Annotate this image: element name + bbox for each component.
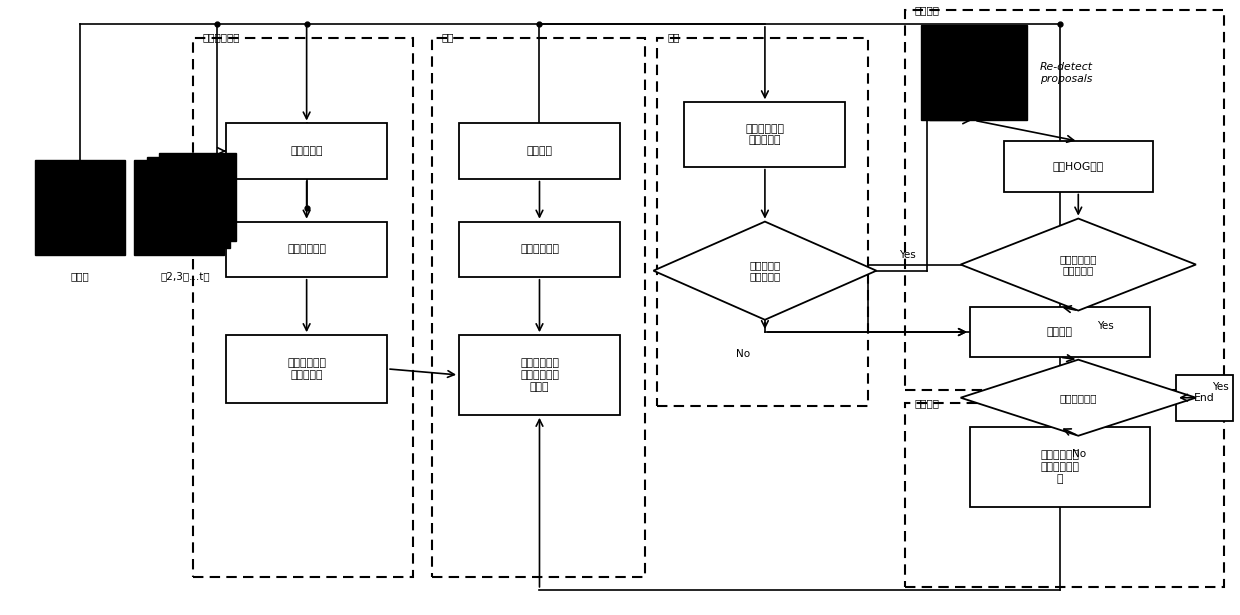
Text: No: No	[735, 349, 750, 359]
Polygon shape	[653, 221, 877, 320]
Polygon shape	[961, 360, 1195, 436]
Bar	[226, 124, 387, 178]
Text: 重新检测: 重新检测	[915, 5, 940, 15]
Text: 训练得到目标
和尺度模板: 训练得到目标 和尺度模板	[288, 358, 326, 379]
Text: 提取HOG特征: 提取HOG特征	[1053, 161, 1104, 172]
Text: 检测: 检测	[667, 33, 680, 42]
Text: 计算响应值，
定位当前帧目
标位置: 计算响应值， 定位当前帧目 标位置	[520, 359, 559, 392]
Text: 初始帧: 初始帧	[71, 271, 89, 280]
Bar	[459, 124, 620, 178]
Text: 第2,3，...t帧: 第2,3，...t帧	[160, 271, 210, 280]
Text: 提取深度特征: 提取深度特征	[520, 244, 559, 254]
Bar	[970, 307, 1149, 357]
Bar	[905, 403, 1224, 587]
Bar	[1176, 375, 1233, 421]
Text: 尺度估计: 尺度估计	[1047, 327, 1073, 337]
Bar	[657, 38, 868, 406]
Bar	[192, 38, 413, 577]
Text: End: End	[1194, 393, 1215, 403]
Bar	[970, 427, 1149, 507]
Bar	[1004, 141, 1153, 191]
Text: Yes: Yes	[899, 250, 915, 260]
Bar	[226, 335, 387, 403]
Bar	[134, 161, 223, 255]
Text: 更新目标滤波
模板和尺度模
板: 更新目标滤波 模板和尺度模 板	[1040, 450, 1079, 483]
Text: Re-detect
proposals: Re-detect proposals	[1039, 62, 1092, 84]
Bar	[432, 38, 645, 577]
Text: 检测指标是
否小于阈值: 检测指标是 否小于阈值	[749, 260, 780, 282]
Text: No: No	[1073, 449, 1086, 459]
Text: 模型更新: 模型更新	[915, 398, 940, 408]
Bar	[226, 221, 387, 277]
Bar	[921, 25, 1027, 121]
Bar	[459, 335, 620, 415]
Bar	[684, 102, 846, 167]
Bar	[159, 153, 236, 240]
Text: 训练滤波模板: 训练滤波模板	[202, 33, 241, 42]
Text: 检测区域: 检测区域	[527, 146, 553, 156]
Bar	[905, 10, 1224, 391]
Bar	[146, 157, 229, 248]
Bar	[459, 221, 620, 277]
Text: Yes: Yes	[1213, 382, 1229, 392]
Text: 提取深度特征: 提取深度特征	[288, 244, 326, 254]
Text: Yes: Yes	[1097, 321, 1114, 331]
Text: 定位: 定位	[441, 33, 454, 42]
Text: 参数初始化: 参数初始化	[290, 146, 322, 156]
Polygon shape	[961, 218, 1195, 311]
Text: 是否跟踪结束: 是否跟踪结束	[1059, 393, 1097, 403]
Bar	[36, 161, 124, 255]
Text: 目标响应值是
否大于阈值: 目标响应值是 否大于阈值	[1059, 254, 1097, 276]
Text: 判断当前帧的
跟踪准确度: 判断当前帧的 跟踪准确度	[745, 124, 785, 145]
